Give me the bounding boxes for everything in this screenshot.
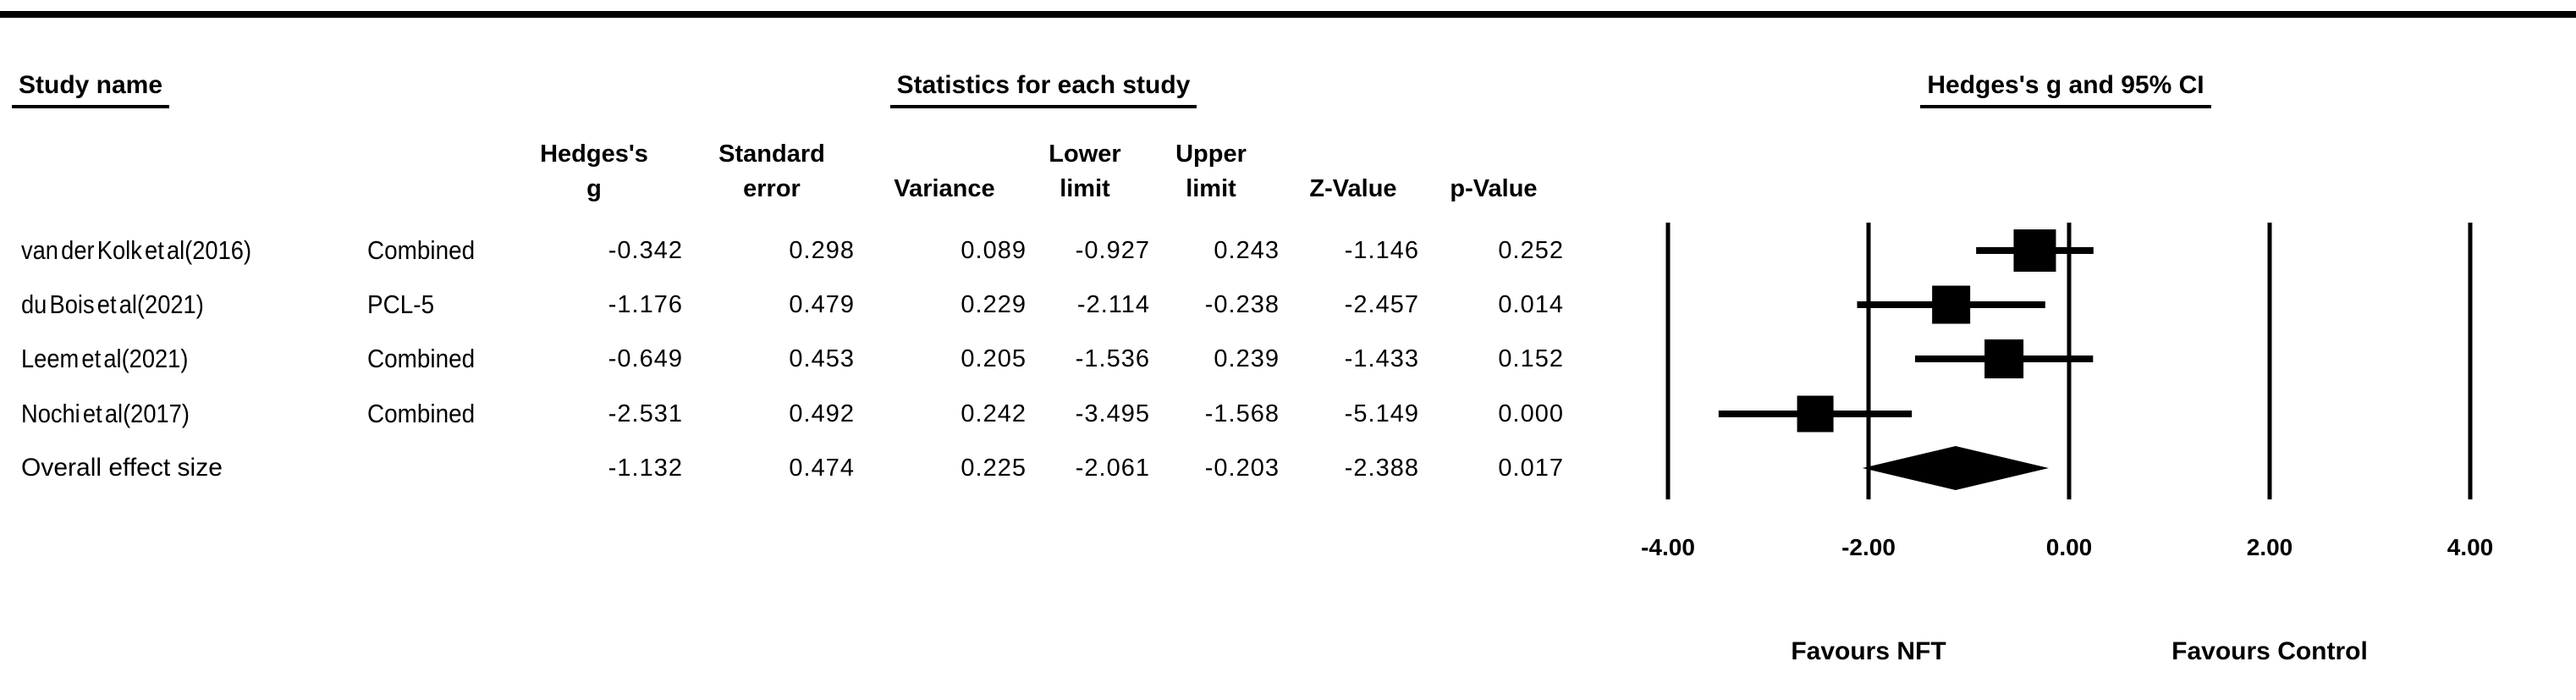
study-name-header: Study name (12, 69, 170, 108)
overall-diamond (1862, 446, 2049, 490)
z-value-cell: -5.149 (1344, 400, 1419, 427)
upper-limit-cell: -1.568 (1204, 400, 1280, 427)
study-name-cell: Leem et al(2021) (21, 344, 189, 373)
column-header-standard-error-line1: Standard (718, 141, 825, 168)
lower-limit-cell: -2.061 (1075, 455, 1150, 482)
outcome-cell: Combined (367, 399, 476, 428)
upper-limit-cell: -0.238 (1204, 291, 1280, 318)
column-header-p-value: p-Value (1450, 175, 1538, 202)
hedges-g-cell: -1.132 (608, 455, 683, 482)
statistics-header: Statistics for each study (747, 69, 1340, 108)
z-value-cell: -2.388 (1344, 455, 1419, 482)
effect-size-square (1797, 395, 1834, 433)
lower-limit-cell: -3.495 (1075, 400, 1150, 427)
column-header-z-value: Z-Value (1309, 175, 1397, 202)
p-value-cell: 0.000 (1498, 400, 1564, 427)
study-name-cell: Overall effect size (21, 454, 223, 482)
upper-limit-cell: 0.239 (1214, 345, 1280, 372)
standard-error-cell: 0.479 (789, 291, 855, 318)
upper-limit-cell: -0.203 (1204, 455, 1280, 482)
column-header-upper-limit-line2: limit (1186, 175, 1236, 202)
study-name-header-text: Study name (12, 69, 170, 108)
lower-limit-cell: -2.114 (1076, 291, 1150, 318)
upper-limit-cell: 0.243 (1214, 237, 1280, 264)
table-row: van der Kolk et al(2016) Combined -0.342… (0, 223, 2576, 278)
outcome-cell: PCL-5 (367, 289, 435, 319)
column-header-lower-limit-line1: Lower (1049, 141, 1121, 168)
column-header-standard-error-line2: error (743, 175, 801, 202)
favours-control-label: Favours Control (2171, 637, 2368, 665)
standard-error-cell: 0.492 (789, 400, 855, 427)
x-tick-label: -4.00 (1641, 534, 1695, 560)
study-name-cell: du Bois et al(2021) (21, 289, 204, 319)
column-header-hedges-g-line2: g (586, 175, 602, 202)
ci-header-text: Hedges's g and 95% CI (1920, 69, 2211, 108)
lower-limit-cell: -0.927 (1075, 237, 1150, 264)
z-value-cell: -1.146 (1344, 237, 1419, 264)
study-name-cell: van der Kolk et al(2016) (21, 235, 252, 265)
x-tick-label: -2.00 (1841, 534, 1896, 560)
variance-cell: 0.225 (960, 455, 1027, 482)
x-tick-label: 2.00 (2246, 534, 2293, 560)
column-header-hedges-g-line1: Hedges's (540, 141, 648, 168)
column-header-lower-limit-line2: limit (1060, 175, 1110, 202)
p-value-cell: 0.152 (1498, 345, 1564, 372)
table-row: du Bois et al(2021) PCL-5 -1.176 0.479 0… (0, 278, 2576, 332)
lower-limit-cell: -1.536 (1075, 345, 1150, 372)
hedges-g-cell: -1.176 (608, 291, 683, 318)
outcome-cell: Combined (367, 235, 476, 265)
standard-error-cell: 0.453 (789, 345, 855, 372)
p-value-cell: 0.252 (1498, 237, 1564, 264)
ci-header: Hedges's g and 95% CI (1770, 69, 2362, 108)
table-row-overall: Overall effect size -1.132 0.474 0.225 -… (0, 441, 2576, 495)
variance-cell: 0.205 (960, 345, 1027, 372)
hedges-g-cell: -0.342 (608, 237, 683, 264)
variance-cell: 0.089 (960, 237, 1027, 264)
standard-error-cell: 0.474 (789, 455, 855, 482)
top-rule (0, 11, 2576, 18)
statistics-header-text: Statistics for each study (889, 69, 1197, 108)
p-value-cell: 0.017 (1498, 455, 1564, 482)
forest-plot (1665, 223, 2473, 499)
variance-cell: 0.242 (960, 400, 1027, 427)
standard-error-cell: 0.298 (789, 237, 855, 264)
outcome-cell: Combined (367, 344, 476, 373)
z-value-cell: -2.457 (1344, 291, 1419, 318)
effect-size-square (1932, 285, 1971, 324)
effect-size-square (2013, 229, 2056, 272)
p-value-cell: 0.014 (1498, 291, 1564, 318)
effect-size-square (1984, 339, 2024, 378)
x-tick-label: 4.00 (2447, 534, 2494, 560)
hedges-g-cell: -2.531 (608, 400, 683, 427)
table-row: Leem et al(2021) Combined -0.649 0.453 0… (0, 332, 2576, 386)
favours-nft-label: Favours NFT (1791, 637, 1946, 665)
study-name-cell: Nochi et al(2017) (21, 399, 190, 428)
z-value-cell: -1.433 (1344, 345, 1419, 372)
column-header-variance: Variance (894, 175, 995, 202)
variance-cell: 0.229 (960, 291, 1027, 318)
table-row: Nochi et al(2017) Combined -2.531 0.492 … (0, 387, 2576, 441)
column-header-upper-limit-line1: Upper (1175, 141, 1247, 168)
x-tick-label: 0.00 (2045, 534, 2093, 560)
hedges-g-cell: -0.649 (608, 345, 683, 372)
